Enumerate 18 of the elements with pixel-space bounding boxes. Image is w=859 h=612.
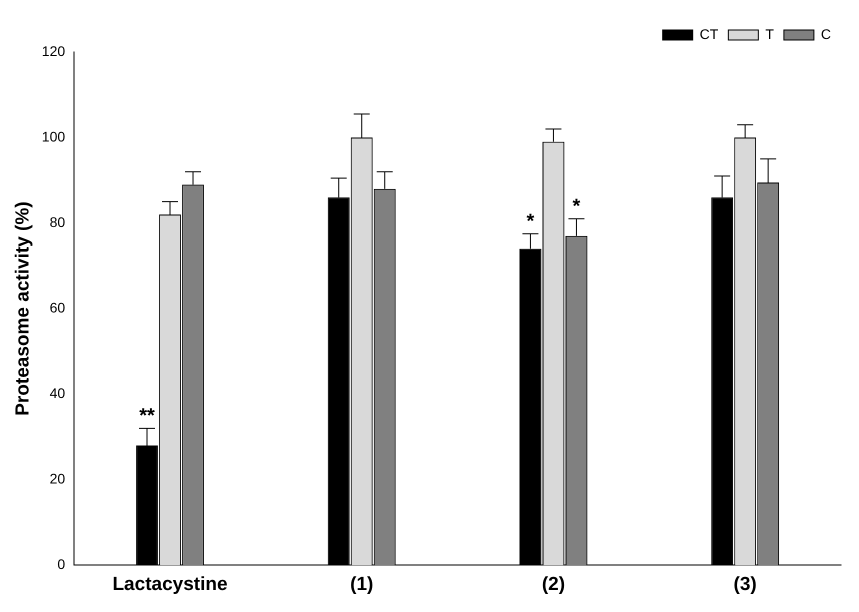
annotation: ** [139, 404, 155, 427]
x-tick-label: (2) [542, 574, 566, 595]
x-tick-label: (1) [350, 574, 374, 595]
legend-label: T [765, 26, 774, 42]
y-tick-label: 80 [50, 214, 66, 230]
y-axis-title: Proteasome activity (%) [12, 201, 34, 416]
y-tick-label: 40 [50, 384, 66, 401]
y-tick-label: 20 [50, 470, 66, 487]
x-tick-label: (3) [734, 574, 757, 595]
legend-label: C [820, 26, 832, 42]
annotation: * [526, 210, 535, 232]
annotation: * [572, 195, 581, 218]
y-tick-label: 0 [57, 556, 66, 572]
y-tick-label: 60 [50, 299, 66, 316]
legend-label: CT [700, 26, 719, 42]
y-tick-label: 100 [42, 128, 66, 144]
y-tick-label: 120 [42, 42, 66, 59]
x-tick-label: Lactacystine [112, 574, 228, 595]
